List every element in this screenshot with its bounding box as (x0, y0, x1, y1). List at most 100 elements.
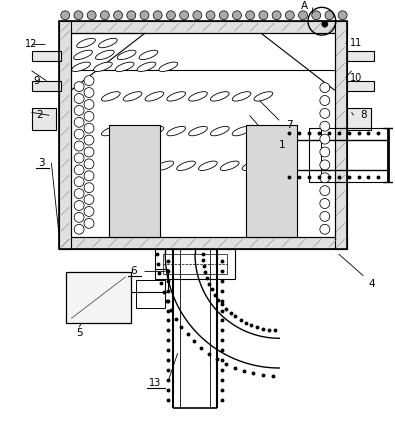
Text: 2: 2 (36, 110, 43, 120)
Ellipse shape (117, 50, 136, 60)
Bar (347, 51, 374, 61)
Circle shape (74, 153, 84, 163)
Circle shape (320, 186, 330, 196)
Bar (163, 254, 227, 274)
Ellipse shape (177, 161, 196, 171)
Ellipse shape (77, 38, 96, 48)
Text: 4: 4 (368, 279, 375, 289)
Bar (246, 125, 297, 237)
Text: 11: 11 (350, 38, 363, 48)
Circle shape (320, 109, 330, 118)
Ellipse shape (242, 161, 261, 171)
Ellipse shape (102, 92, 120, 101)
Circle shape (87, 11, 96, 20)
Bar (135, 280, 165, 308)
Circle shape (320, 160, 330, 170)
Circle shape (320, 121, 330, 131)
Ellipse shape (111, 161, 130, 171)
Ellipse shape (167, 92, 186, 101)
Circle shape (320, 173, 330, 183)
Circle shape (84, 206, 94, 216)
Ellipse shape (188, 126, 207, 136)
Circle shape (322, 21, 328, 27)
Circle shape (74, 165, 84, 175)
Bar (59, 21, 71, 249)
Ellipse shape (167, 126, 186, 136)
Circle shape (84, 100, 94, 109)
Ellipse shape (155, 161, 174, 171)
Ellipse shape (133, 161, 152, 171)
Circle shape (100, 11, 109, 20)
Circle shape (219, 11, 228, 20)
Text: 7: 7 (286, 120, 292, 130)
Ellipse shape (145, 92, 164, 101)
Bar (59, 237, 347, 249)
Circle shape (320, 224, 330, 234)
Ellipse shape (232, 126, 251, 136)
Circle shape (84, 111, 94, 121)
Circle shape (312, 11, 321, 20)
Ellipse shape (159, 62, 178, 71)
Text: A: A (301, 1, 308, 12)
Circle shape (74, 224, 84, 234)
Circle shape (272, 11, 281, 20)
Circle shape (84, 123, 94, 133)
Circle shape (74, 93, 84, 104)
Circle shape (166, 11, 175, 20)
Circle shape (74, 213, 84, 222)
Ellipse shape (98, 38, 117, 48)
Ellipse shape (254, 126, 273, 136)
Circle shape (74, 105, 84, 115)
Text: 9: 9 (33, 76, 40, 85)
Ellipse shape (74, 50, 92, 60)
Ellipse shape (94, 62, 112, 71)
Text: 13: 13 (149, 378, 162, 388)
Ellipse shape (232, 92, 251, 101)
Circle shape (61, 11, 70, 20)
Circle shape (84, 76, 94, 85)
Bar (59, 21, 347, 249)
Bar (347, 109, 371, 130)
Circle shape (246, 11, 255, 20)
Ellipse shape (211, 92, 229, 101)
Ellipse shape (123, 92, 142, 101)
Circle shape (84, 171, 94, 181)
Text: 1: 1 (279, 140, 286, 150)
Circle shape (206, 11, 215, 20)
Circle shape (74, 189, 84, 198)
Bar (155, 249, 235, 279)
Circle shape (320, 198, 330, 209)
Ellipse shape (115, 62, 134, 71)
Circle shape (338, 11, 347, 20)
Text: 6: 6 (130, 266, 137, 276)
Ellipse shape (211, 126, 229, 136)
Ellipse shape (220, 161, 239, 171)
Bar (309, 128, 388, 182)
Circle shape (84, 194, 94, 205)
Bar (59, 21, 347, 33)
Ellipse shape (102, 126, 120, 136)
Circle shape (74, 177, 84, 187)
Text: 3: 3 (38, 158, 45, 168)
Circle shape (84, 88, 94, 97)
Circle shape (153, 11, 162, 20)
Ellipse shape (188, 92, 207, 101)
Ellipse shape (123, 126, 142, 136)
Bar (347, 81, 374, 90)
Circle shape (140, 11, 149, 20)
Ellipse shape (145, 126, 164, 136)
Ellipse shape (137, 62, 156, 71)
Circle shape (193, 11, 202, 20)
Circle shape (74, 82, 84, 92)
Text: 5: 5 (76, 328, 83, 338)
Circle shape (320, 147, 330, 157)
Text: 10: 10 (350, 73, 363, 83)
Circle shape (180, 11, 188, 20)
Circle shape (74, 11, 83, 20)
Ellipse shape (254, 92, 273, 101)
Circle shape (84, 135, 94, 145)
Circle shape (299, 11, 307, 20)
Bar (66, 272, 131, 323)
Circle shape (114, 11, 122, 20)
Ellipse shape (96, 50, 114, 60)
